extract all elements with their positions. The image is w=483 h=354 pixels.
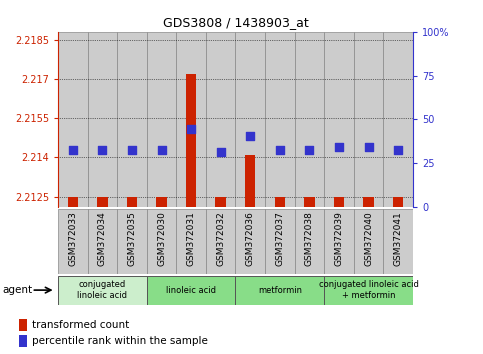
Bar — [354, 209, 384, 274]
Bar — [363, 196, 374, 207]
Point — [128, 147, 136, 152]
Point — [394, 147, 402, 152]
Bar — [236, 32, 265, 207]
Bar — [206, 32, 236, 207]
Bar — [68, 196, 78, 207]
Text: GSM372040: GSM372040 — [364, 211, 373, 266]
Bar — [215, 196, 226, 207]
Text: GSM372039: GSM372039 — [335, 211, 343, 266]
Point — [187, 126, 195, 131]
Bar — [58, 276, 147, 304]
Bar — [324, 32, 354, 207]
Text: GSM372032: GSM372032 — [216, 211, 225, 266]
Point — [335, 144, 343, 150]
Bar — [324, 209, 354, 274]
Bar — [393, 196, 403, 207]
Point — [157, 147, 165, 152]
Text: GSM372035: GSM372035 — [128, 211, 136, 266]
Bar — [186, 74, 196, 207]
Bar — [265, 32, 295, 207]
Bar — [58, 209, 87, 274]
Text: conjugated
linoleic acid: conjugated linoleic acid — [77, 280, 128, 300]
Bar — [176, 32, 206, 207]
Bar — [236, 276, 324, 304]
Bar — [147, 32, 176, 207]
Bar — [295, 32, 324, 207]
Bar — [295, 209, 324, 274]
Bar — [384, 209, 413, 274]
Point — [246, 134, 254, 139]
Bar — [19, 335, 28, 347]
Bar — [304, 196, 314, 207]
Text: transformed count: transformed count — [32, 320, 129, 330]
Text: GSM372041: GSM372041 — [394, 211, 403, 266]
Text: GSM372031: GSM372031 — [186, 211, 196, 266]
Bar — [236, 209, 265, 274]
Text: GSM372037: GSM372037 — [275, 211, 284, 266]
Bar — [384, 32, 413, 207]
Point — [69, 147, 77, 152]
Bar — [58, 32, 87, 207]
Text: GSM372033: GSM372033 — [68, 211, 77, 266]
Bar — [147, 276, 236, 304]
Point — [365, 144, 372, 150]
Bar — [334, 196, 344, 207]
Text: GSM372034: GSM372034 — [98, 211, 107, 266]
Bar — [176, 209, 206, 274]
Bar — [245, 155, 256, 207]
Bar — [117, 209, 147, 274]
Bar — [87, 209, 117, 274]
Bar — [206, 209, 236, 274]
Bar — [97, 196, 108, 207]
Text: conjugated linoleic acid
+ metformin: conjugated linoleic acid + metformin — [319, 280, 419, 300]
Text: percentile rank within the sample: percentile rank within the sample — [32, 336, 208, 346]
Text: linoleic acid: linoleic acid — [166, 286, 216, 295]
Bar — [19, 319, 28, 331]
Point — [276, 147, 284, 152]
Bar — [87, 32, 117, 207]
Point — [306, 147, 313, 152]
Point — [217, 149, 225, 155]
Text: metformin: metformin — [258, 286, 302, 295]
Bar — [354, 32, 384, 207]
Bar — [324, 276, 413, 304]
Text: GSM372030: GSM372030 — [157, 211, 166, 266]
Bar — [265, 209, 295, 274]
Bar — [147, 209, 176, 274]
Bar — [156, 196, 167, 207]
Bar — [275, 196, 285, 207]
Point — [99, 147, 106, 152]
Text: GSM372038: GSM372038 — [305, 211, 314, 266]
Bar — [127, 196, 137, 207]
Title: GDS3808 / 1438903_at: GDS3808 / 1438903_at — [163, 16, 308, 29]
Text: agent: agent — [2, 285, 32, 295]
Bar — [117, 32, 147, 207]
Text: GSM372036: GSM372036 — [246, 211, 255, 266]
